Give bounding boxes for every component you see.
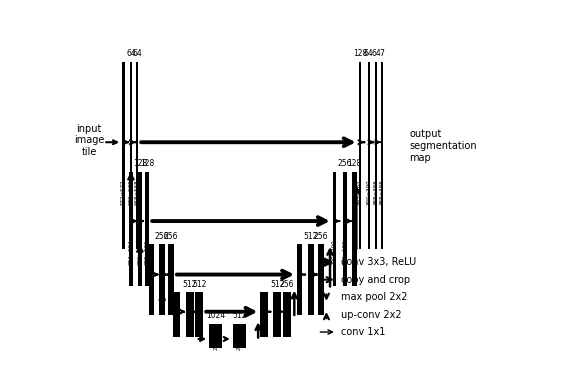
Text: 512: 512 xyxy=(232,311,247,320)
Text: 196×196: 196×196 xyxy=(352,239,357,265)
Bar xyxy=(129,172,132,286)
Text: 512: 512 xyxy=(183,280,197,289)
Text: 256: 256 xyxy=(338,159,353,168)
Text: 282×282: 282×282 xyxy=(137,239,142,265)
Text: 130×130: 130×130 xyxy=(308,281,313,307)
Text: 60×60: 60×60 xyxy=(285,315,290,333)
Text: 572×572: 572×572 xyxy=(121,180,126,205)
Text: 512: 512 xyxy=(192,280,206,289)
Text: max pool 2x2: max pool 2x2 xyxy=(341,292,407,302)
Bar xyxy=(186,292,194,337)
Bar xyxy=(122,62,124,249)
Text: 128: 128 xyxy=(132,159,147,168)
Bar xyxy=(274,292,281,337)
Text: conv 3x3, ReLU: conv 3x3, ReLU xyxy=(341,257,416,267)
Text: 28×28: 28×28 xyxy=(213,331,218,350)
Bar xyxy=(173,292,180,337)
Text: 64: 64 xyxy=(126,49,136,58)
Bar xyxy=(367,62,370,249)
Text: 128: 128 xyxy=(140,159,154,168)
Text: 128: 128 xyxy=(353,49,367,58)
Text: 256: 256 xyxy=(280,280,294,289)
Text: 256: 256 xyxy=(314,231,328,240)
Bar xyxy=(136,62,138,249)
Text: 64×64: 64×64 xyxy=(275,315,280,333)
Text: 7: 7 xyxy=(380,49,384,58)
Text: 570×570: 570×570 xyxy=(128,180,134,205)
Text: 512: 512 xyxy=(304,231,318,240)
Bar xyxy=(359,62,361,249)
Bar xyxy=(318,244,324,315)
Bar xyxy=(160,244,165,315)
Bar xyxy=(233,324,246,354)
Text: 256: 256 xyxy=(155,231,169,240)
Text: 64: 64 xyxy=(371,49,381,58)
Text: conv 1x1: conv 1x1 xyxy=(341,327,385,337)
Text: 68×68: 68×68 xyxy=(175,315,179,333)
Text: 64×64: 64×64 xyxy=(197,315,202,333)
Bar xyxy=(149,244,154,315)
Text: 284×284: 284×284 xyxy=(128,239,134,265)
Bar xyxy=(145,172,149,286)
Text: 1024: 1024 xyxy=(206,311,225,320)
Text: 136×136: 136×136 xyxy=(169,281,173,307)
Text: 64×64: 64×64 xyxy=(262,315,267,333)
Bar xyxy=(297,244,302,315)
Text: 138×138: 138×138 xyxy=(160,281,165,307)
Bar xyxy=(374,62,377,249)
Bar xyxy=(130,62,132,249)
Bar xyxy=(343,172,347,286)
Bar xyxy=(308,244,314,315)
Text: up-conv 2x2: up-conv 2x2 xyxy=(341,310,401,319)
Bar xyxy=(195,292,203,337)
Text: 200×200: 200×200 xyxy=(332,239,337,265)
Text: input
image
tile: input image tile xyxy=(74,124,104,157)
Bar xyxy=(138,172,142,286)
Text: 256: 256 xyxy=(164,231,179,240)
Text: 64: 64 xyxy=(132,49,142,58)
Bar xyxy=(209,324,222,354)
Bar xyxy=(333,172,336,286)
Text: 512: 512 xyxy=(270,280,285,289)
Bar xyxy=(168,244,174,315)
Text: 198×198: 198×198 xyxy=(343,239,348,265)
Text: 280×280: 280×280 xyxy=(145,239,150,265)
Text: copy and crop: copy and crop xyxy=(341,274,410,285)
Text: 388×388: 388×388 xyxy=(373,180,378,205)
Text: 392×392: 392×392 xyxy=(358,180,362,205)
Text: output
segmentation
map: output segmentation map xyxy=(409,129,477,163)
Bar xyxy=(353,172,357,286)
Text: 64: 64 xyxy=(364,49,374,58)
Text: 568×568: 568×568 xyxy=(135,180,139,205)
Bar xyxy=(260,292,267,337)
Text: 140×140: 140×140 xyxy=(149,281,154,307)
Text: 390×390: 390×390 xyxy=(366,180,372,205)
Bar xyxy=(283,292,291,337)
Text: 388×388: 388×388 xyxy=(380,180,384,205)
Bar xyxy=(381,62,382,249)
Text: 128×128: 128×128 xyxy=(319,281,324,307)
Text: 66×66: 66×66 xyxy=(187,315,192,333)
Text: 128: 128 xyxy=(347,159,362,168)
Text: 28×28: 28×28 xyxy=(237,331,242,350)
Text: 132×132: 132×132 xyxy=(297,281,302,307)
